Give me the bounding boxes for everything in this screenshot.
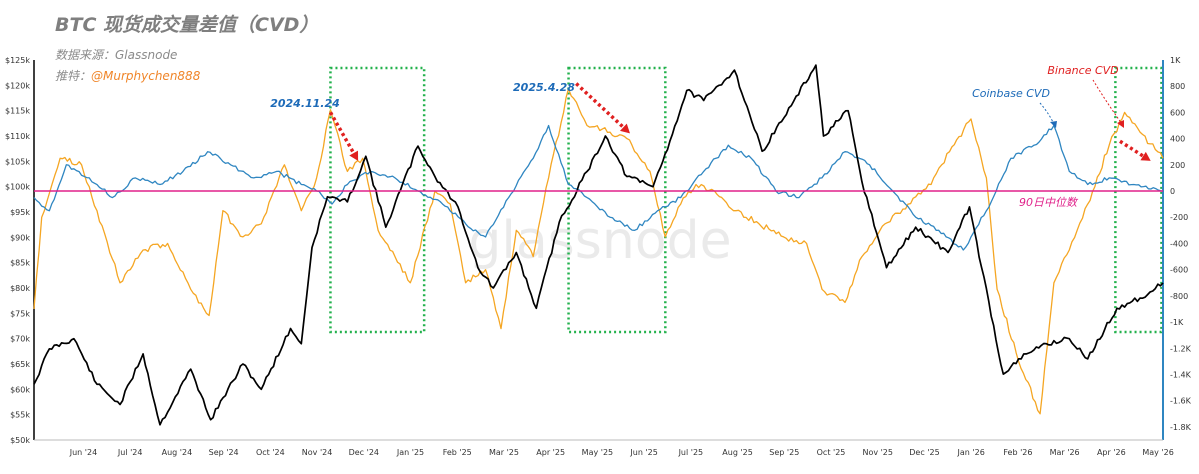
x-tick-label: Dec '24 [349, 448, 379, 457]
x-tick-label: Jan '25 [396, 448, 424, 457]
binance-callout-arrow [1092, 79, 1123, 125]
trend-arrow-2-head [619, 123, 630, 134]
left-tick-label: $95k [10, 208, 30, 217]
x-tick-label: Oct '24 [256, 448, 285, 457]
series-lines [33, 64, 1164, 426]
trend-arrow-3-head [1140, 151, 1151, 161]
highlight-box-1 [329, 66, 426, 334]
x-tick-label: May '26 [1142, 448, 1173, 457]
right-tick-label: 600 [1170, 108, 1185, 117]
binance-cvd-line [33, 88, 1164, 415]
left-tick-label: $115k [5, 107, 30, 116]
left-tick-label: $50k [10, 436, 30, 445]
coinbase-callout-arrow [1039, 102, 1055, 125]
left-tick-label: $90k [10, 233, 30, 242]
trend-arrow-3 [1119, 139, 1145, 158]
x-tick-label: Feb '25 [443, 448, 472, 457]
annotation-date-2: 2025.4.28 [513, 81, 575, 94]
coinbase-callout-arrowhead [1050, 121, 1057, 128]
binance-callout-arrowhead [1117, 120, 1124, 128]
x-tick-label: Aug '24 [162, 448, 193, 457]
x-tick-label: Sep '24 [209, 448, 239, 457]
left-tick-label: $120k [5, 81, 30, 90]
x-axis-ticks: Jun '24 Jul '24 Aug '24 Sep '24 Oct '24 Nov '… [69, 448, 1174, 457]
right-tick-label: 400 [1170, 135, 1185, 144]
btc-price-line [33, 64, 1164, 426]
x-tick-label: May '25 [582, 448, 613, 457]
right-tick-label: -400 [1170, 239, 1188, 248]
x-tick-label: Apr '26 [1097, 448, 1126, 457]
left-tick-label: $110k [5, 132, 30, 141]
left-tick-label: $65k [10, 360, 30, 369]
left-tick-label: $85k [10, 259, 30, 268]
x-tick-label: Mar '26 [1050, 448, 1080, 457]
right-tick-label: -1.6K [1170, 397, 1192, 406]
left-tick-label: $80k [10, 284, 30, 293]
x-tick-label: Jun '24 [69, 448, 97, 457]
x-tick-label: Jun '25 [629, 448, 657, 457]
highlight-box-2 [567, 66, 667, 334]
trend-arrow-2 [575, 82, 625, 129]
left-axis-ticks: $50k $55k $60k $65k $70k $75k $80k $85k $90k $95k… [5, 56, 30, 445]
data-source: 数据来源：Glassnode [55, 48, 178, 62]
right-tick-label: 200 [1170, 161, 1185, 170]
left-tick-label: $55k [10, 411, 30, 420]
coinbase-cvd-line [33, 124, 1164, 251]
glassnode-watermark: glassnode [468, 211, 731, 271]
left-tick-label: $105k [5, 157, 30, 166]
left-tick-label: $75k [10, 309, 30, 318]
author-label: 推特： [55, 69, 92, 83]
left-tick-label: $125k [5, 56, 30, 65]
x-tick-label: Nov '24 [302, 448, 333, 457]
author-line: 推特：@Murphychen888 [55, 67, 200, 84]
left-tick-label: $100k [5, 183, 30, 192]
right-tick-label: -1.8K [1170, 423, 1192, 432]
right-axis-ticks: 1K 800 600 400 200 0 -200 -400 -600 -800 -1K -1.2K -… [1170, 56, 1192, 432]
highlight-boxes [329, 66, 1163, 334]
right-tick-label: 0 [1170, 187, 1175, 196]
trend-arrow-1 [328, 111, 356, 154]
trend-arrow-1-head [349, 150, 359, 161]
x-tick-label: Jul '25 [678, 448, 704, 457]
left-tick-label: $60k [10, 385, 30, 394]
left-tick-label: $70k [10, 335, 30, 344]
right-tick-label: -1.2K [1170, 344, 1192, 353]
chart-title: BTC 现货成交量差值（CVD） [55, 14, 319, 36]
highlight-box-3 [1114, 66, 1163, 334]
right-tick-label: -1K [1170, 318, 1184, 327]
x-tick-label: Apr '25 [536, 448, 565, 457]
trend-arrows [328, 82, 1151, 161]
right-tick-label: 800 [1170, 82, 1185, 91]
median-label: 90日中位数 [1019, 196, 1079, 209]
x-tick-label: Feb '26 [1003, 448, 1032, 457]
right-tick-label: -600 [1170, 266, 1188, 275]
right-tick-label: -800 [1170, 292, 1188, 301]
author-handle: @Murphychen888 [91, 69, 201, 83]
annotation-date-1: 2024.11.24 [270, 97, 340, 110]
x-tick-label: Aug '25 [722, 448, 753, 457]
x-tick-label: Nov '25 [862, 448, 893, 457]
x-tick-label: Sep '25 [769, 448, 799, 457]
binance-cvd-label: Binance CVD [1047, 64, 1118, 77]
x-tick-label: Mar '25 [489, 448, 519, 457]
x-tick-label: Oct '25 [817, 448, 846, 457]
right-tick-label: 1K [1170, 56, 1181, 65]
x-tick-label: Jul '24 [117, 448, 143, 457]
right-tick-label: -1.4K [1170, 370, 1192, 379]
right-tick-label: -200 [1170, 213, 1188, 222]
coinbase-cvd-label: Coinbase CVD [972, 87, 1050, 100]
x-tick-label: Dec '25 [909, 448, 939, 457]
x-tick-label: Jan '26 [957, 448, 985, 457]
